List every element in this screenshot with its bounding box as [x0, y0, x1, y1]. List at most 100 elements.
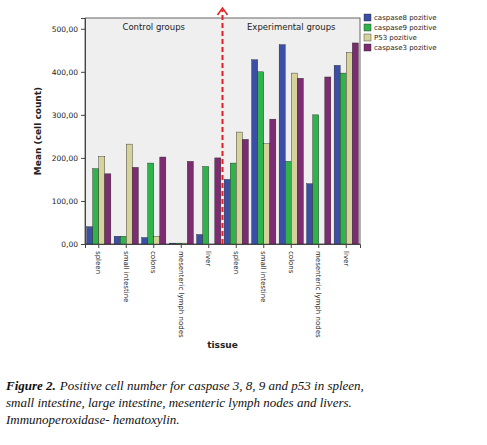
caption-line: small intestine, large intestine, mesent…	[6, 395, 352, 410]
caption-line: Figure 2.Positive cell number for caspas…	[5, 378, 364, 393]
legend-label: caspase8 pozitive	[374, 14, 437, 22]
x-tick: liver	[204, 244, 212, 266]
x-tick-mark	[346, 244, 347, 248]
x-tick-label: mesenteric lymph nodes	[314, 251, 322, 338]
bar	[264, 144, 270, 244]
bar	[142, 238, 148, 244]
y-tick-label: 0,00	[61, 240, 78, 249]
y-tick: 100,00	[52, 197, 85, 206]
group-divider	[222, 10, 224, 244]
x-tick-label: liver	[342, 251, 350, 266]
bar	[340, 73, 346, 244]
y-axis-title: Mean (cell count)	[33, 87, 43, 175]
bar	[120, 236, 126, 244]
x-tick-label: colons	[149, 251, 157, 274]
x-tick: colons	[287, 244, 295, 274]
bar	[313, 115, 319, 244]
y-tick: 400,00	[52, 68, 85, 77]
bar	[236, 132, 242, 244]
y-tick-label: 200,00	[52, 154, 78, 163]
legend-entry: P53 pozitive	[364, 34, 417, 42]
legend-label: caspase9 pozitive	[374, 24, 437, 32]
bar	[209, 244, 215, 245]
legend-label: caspase3 pozitive	[374, 44, 437, 52]
x-tick: mesenteric lymph nodes	[177, 244, 185, 338]
bar	[99, 157, 105, 244]
annotation: Control groups	[122, 22, 185, 32]
legend: caspase8 pozitive caspase9 pozitive P53 po…	[364, 14, 437, 52]
group-divider-arrow	[218, 8, 228, 15]
y-tick-mark	[81, 158, 85, 159]
chart: 0,00100,00200,00300,00400,00500,00spleen…	[0, 0, 487, 445]
x-tick-label: spleen	[94, 251, 102, 274]
x-axis: spleen small intestine colons mesenteric ly…	[86, 244, 361, 338]
bar	[307, 184, 313, 244]
x-tick-mark	[98, 244, 99, 248]
bar	[285, 161, 291, 244]
bar	[346, 52, 352, 244]
x-tick-mark	[318, 244, 319, 248]
bar	[242, 139, 248, 244]
x-tick-label: liver	[204, 251, 212, 266]
x-tick-mark	[291, 244, 292, 248]
bar	[181, 243, 187, 244]
y-tick: 200,00	[52, 154, 85, 163]
y-tick-label: 100,00	[52, 197, 78, 206]
legend-swatch	[364, 44, 371, 51]
bar	[114, 236, 120, 244]
bar	[203, 167, 209, 244]
x-tick: mesenteric lymph nodes	[314, 244, 322, 338]
y-tick-mark	[81, 29, 85, 30]
bar	[352, 43, 358, 244]
x-tick-mark	[208, 244, 209, 248]
legend-swatch	[364, 14, 371, 21]
legend-entry: caspase8 pozitive	[364, 14, 437, 22]
bar	[160, 157, 166, 244]
y-tick: 0,00	[61, 240, 85, 249]
y-axis-line	[81, 19, 86, 245]
bar	[187, 161, 193, 244]
bar	[270, 119, 276, 244]
x-tick: colons	[149, 244, 157, 274]
bar	[258, 72, 264, 244]
x-tick: small intestine	[259, 244, 267, 302]
bar	[93, 169, 99, 244]
bar	[197, 235, 203, 244]
legend-swatch	[364, 34, 371, 41]
bar	[334, 65, 340, 244]
bar	[169, 243, 175, 244]
x-tick: spleen	[94, 244, 102, 274]
y-tick-mark	[81, 72, 85, 73]
x-tick-mark	[153, 244, 154, 248]
bar	[215, 158, 221, 244]
bar	[224, 179, 230, 244]
bar	[230, 163, 236, 244]
bar	[132, 167, 138, 244]
bar	[319, 244, 325, 245]
x-tick: small intestine	[122, 244, 130, 302]
y-axis: 0,00100,00200,00300,00400,00500,00	[52, 19, 86, 249]
y-tick-label: 400,00	[52, 68, 78, 77]
y-tick-mark	[81, 201, 85, 202]
y-tick-mark	[81, 115, 85, 116]
bar	[325, 77, 331, 244]
x-tick-label: colons	[287, 251, 295, 274]
x-tick: liver	[342, 244, 350, 266]
bar	[252, 60, 258, 244]
x-tick-mark	[181, 244, 182, 248]
plot: 0,00100,00200,00300,00400,00500,00spleen…	[52, 8, 361, 338]
bar	[175, 243, 181, 244]
bar	[297, 78, 303, 244]
y-tick: 500,00	[52, 25, 85, 34]
x-tick-label: small intestine	[122, 251, 130, 302]
x-tick-mark	[126, 244, 127, 248]
x-tick-label: spleen	[232, 251, 240, 274]
y-tick-mark	[81, 244, 85, 245]
legend-entry: caspase9 pozitive	[364, 24, 437, 32]
x-axis-line	[86, 245, 361, 249]
x-tick-mark	[236, 244, 237, 248]
y-tick-label: 500,00	[52, 25, 78, 34]
bar	[279, 45, 285, 244]
legend-entry: caspase3 pozitive	[364, 44, 437, 52]
caption-label: Figure 2.	[5, 378, 56, 393]
